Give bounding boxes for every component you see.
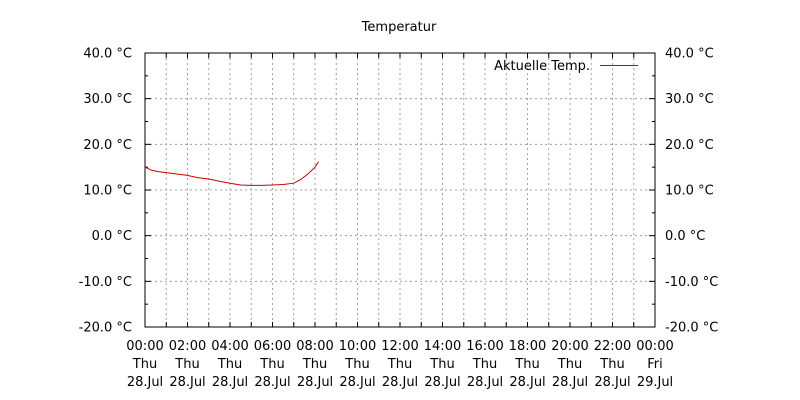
x-tick-label-date: 28.Jul — [382, 375, 418, 390]
x-tick-label-time: 12:00 — [381, 339, 418, 354]
x-tick-label-date: 28.Jul — [594, 375, 630, 390]
x-tick-label-time: 06:00 — [254, 339, 291, 354]
x-tick-label-day: Thu — [599, 357, 624, 372]
x-tick-label-time: 02:00 — [169, 339, 206, 354]
x-tick-label-date: 28.Jul — [509, 375, 545, 390]
x-tick-label-time: 16:00 — [466, 339, 503, 354]
x-tick-label-time: 22:00 — [594, 339, 631, 354]
x-tick-label-time: 14:00 — [424, 339, 461, 354]
x-tick-label-day: Thu — [259, 357, 284, 372]
x-tick-label-date: 28.Jul — [424, 375, 460, 390]
y-tick-label-right: 40.0 °C — [665, 47, 714, 62]
x-tick-label-time: 18:00 — [509, 339, 546, 354]
y-tick-label-left: -20.0 °C — [79, 321, 132, 336]
y-tick-label-left: 40.0 °C — [83, 47, 132, 62]
x-tick-label-date: 29.Jul — [637, 375, 673, 390]
y-tick-label-left: 30.0 °C — [83, 92, 132, 107]
x-tick-label-date: 28.Jul — [297, 375, 333, 390]
x-tick-label-day: Thu — [429, 357, 454, 372]
y-tick-label-right: -10.0 °C — [665, 275, 718, 290]
series-layer — [144, 161, 319, 186]
y-tick-label-right: 30.0 °C — [665, 92, 714, 107]
x-tick-label-day: Fri — [647, 357, 663, 372]
legend: Aktuelle Temp. — [494, 59, 638, 74]
x-tick-label-day: Thu — [217, 357, 242, 372]
y-tick-label-left: -10.0 °C — [79, 275, 132, 290]
x-tick-label-time: 10:00 — [339, 339, 376, 354]
x-tick-label-time: 08:00 — [296, 339, 333, 354]
x-tick-label-day: Thu — [344, 357, 369, 372]
x-tick-label-day: Thu — [132, 357, 157, 372]
x-tick-label-time: 04:00 — [211, 339, 248, 354]
y-tick-label-left: 10.0 °C — [83, 184, 132, 199]
x-tick-label-day: Thu — [302, 357, 327, 372]
x-tick-label-date: 28.Jul — [127, 375, 163, 390]
y-tick-label-right: 10.0 °C — [665, 184, 714, 199]
y-tick-label-left: 20.0 °C — [83, 138, 132, 153]
x-tick-label-time: 20:00 — [551, 339, 588, 354]
y-tick-label-right: 0.0 °C — [665, 229, 705, 244]
grid-lines — [145, 53, 655, 327]
chart-title: Temperatur — [361, 20, 437, 35]
x-tick-label-date: 28.Jul — [467, 375, 503, 390]
x-tick-label-day: Thu — [514, 357, 539, 372]
y-axis-ticks: 40.0 °C 40.0 °C 30.0 °C 30.0 °C 20.0 °C 20.0 … — [79, 47, 719, 336]
x-tick-label-date: 28.Jul — [169, 375, 205, 390]
x-tick-label-day: Thu — [472, 357, 497, 372]
x-tick-label-day: Thu — [174, 357, 199, 372]
x-tick-label-date: 28.Jul — [339, 375, 375, 390]
x-tick-label-time: 00:00 — [126, 339, 163, 354]
y-tick-label-left: 0.0 °C — [92, 229, 132, 244]
x-tick-label-day: Thu — [387, 357, 412, 372]
y-tick-label-right: -20.0 °C — [665, 321, 718, 336]
y-tick-label-right: 20.0 °C — [665, 138, 714, 153]
x-tick-label-day: Thu — [557, 357, 582, 372]
x-tick-label-date: 28.Jul — [212, 375, 248, 390]
series-line-aktuelle-temp — [144, 161, 319, 186]
legend-label: Aktuelle Temp. — [494, 59, 590, 74]
x-tick-label-date: 28.Jul — [552, 375, 588, 390]
x-axis-ticks: 00:00 Thu 28.Jul 02:00 Thu 28.Jul 04:00 Thu 28.J… — [126, 53, 674, 390]
x-tick-label-time: 00:00 — [636, 339, 673, 354]
x-tick-label-date: 28.Jul — [254, 375, 290, 390]
